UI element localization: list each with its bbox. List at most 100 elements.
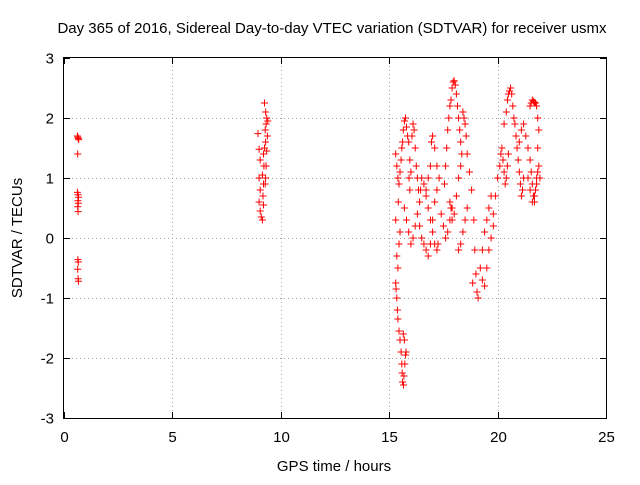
data-point [418,174,426,182]
data-point [469,279,477,287]
data-point [256,207,264,215]
data-point [510,114,518,122]
data-point [437,210,445,218]
data-point [74,199,82,207]
data-point [255,198,263,206]
data-point [262,138,270,146]
data-point [535,162,543,170]
y-axis-label: SDTVAR / TECUs [9,178,26,298]
data-point [442,234,450,242]
data-point [402,351,409,359]
data-point [398,369,406,377]
data-point [528,198,536,206]
y-tick-label: 0 [46,231,54,248]
data-point [455,246,463,254]
data-point [396,168,404,176]
data-point [400,204,408,212]
y-tick-label: -3 [41,411,54,428]
data-point [258,171,266,179]
data-point [433,246,441,254]
data-point [447,204,455,212]
data-point [255,145,263,153]
data-point [512,132,520,140]
data-point [262,174,270,182]
data-point [405,228,413,236]
data-point [254,130,262,138]
data-point [420,240,428,248]
data-point [460,114,468,122]
data-point [392,150,400,158]
data-point [393,252,401,260]
data-point [400,336,408,344]
data-point [260,201,267,209]
data-point [263,132,271,140]
data-point [511,120,519,128]
data-point [75,277,82,285]
data-point [394,264,402,272]
data-point [455,174,463,182]
data-point [504,150,512,158]
data-point [517,192,525,200]
data-point [399,378,407,386]
data-point [392,279,400,287]
data-point [434,240,442,248]
data-point [393,306,401,314]
data-point [396,228,404,236]
data-point [532,99,539,107]
data-point [262,162,270,170]
data-point [75,193,82,201]
data-point [429,228,437,236]
data-point [524,144,532,152]
data-point [507,84,515,92]
data-point [509,102,517,110]
data-point [501,180,509,188]
data-point [402,114,409,122]
data-point [472,270,480,278]
data-point [433,162,441,170]
data-point [533,102,541,110]
data-point [522,132,530,140]
data-point [535,126,543,134]
data-point [429,216,437,224]
data-point [400,381,407,389]
data-point [420,180,428,188]
data-point [526,156,534,164]
data-point [393,162,401,170]
data-point [456,126,464,134]
data-point [489,222,497,230]
data-point [398,144,406,152]
data-point [392,285,400,293]
data-point [533,180,541,188]
plot-frame [63,57,607,419]
data-point [457,138,465,146]
data-point [403,216,410,224]
data-point [441,180,448,188]
data-point [457,240,465,248]
data-point [407,168,415,176]
y-tick-label: 2 [46,111,54,128]
data-point [262,120,270,128]
data-point [468,186,476,194]
data-point [498,144,506,152]
data-point [393,294,401,302]
x-tick-label: 15 [381,429,398,446]
data-point [508,90,516,98]
data-point [405,138,413,146]
data-point [457,162,465,170]
y-tick-label: -2 [41,351,54,368]
data-point [435,174,443,182]
data-point [399,138,407,146]
data-point [487,234,495,242]
data-point [502,108,510,116]
data-point [257,213,265,221]
data-point [459,228,467,236]
data-point [470,216,478,224]
data-point [526,102,534,110]
data-point [412,162,420,170]
data-point [450,210,458,218]
data-point [531,192,538,200]
data-point [410,126,418,134]
data-point [424,252,432,260]
